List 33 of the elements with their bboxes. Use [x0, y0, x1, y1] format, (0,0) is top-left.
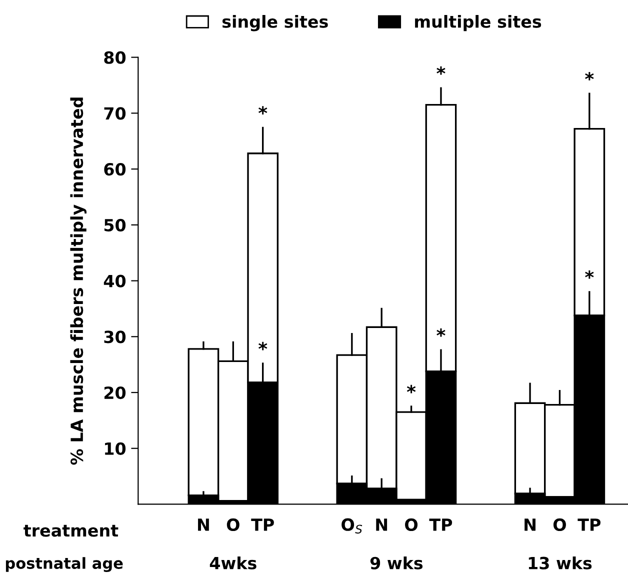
data-label: * — [258, 106, 268, 114]
y-tick-label: 10 — [105, 442, 126, 455]
x-tick-label: O$_{S}$ — [342, 518, 362, 534]
y-tick-label: 50 — [104, 218, 126, 232]
y-tick-label: 30 — [104, 330, 126, 344]
text: 4wks — [210, 556, 256, 570]
y-tick-label: 80 — [104, 51, 126, 64]
x-tick-label: TP — [251, 518, 274, 531]
y-axis-title: % LA muscle fibers multiply innervated — [70, 98, 86, 465]
x-tick-label: TP — [429, 518, 452, 531]
x-tick-label: O — [405, 518, 418, 532]
data-label: * — [585, 72, 594, 80]
data-label: * — [436, 66, 446, 75]
x-tick-label: N — [376, 518, 388, 531]
data-label: * — [406, 384, 416, 394]
legend-label: single sites — [222, 15, 328, 32]
text: 9 wks — [370, 556, 423, 570]
legend-label: multiple sites — [415, 15, 542, 32]
x-tick-label: TP — [578, 518, 601, 531]
text: 13 wks — [528, 556, 592, 570]
x-tick-label: N — [524, 518, 536, 531]
y-tick-label: 60 — [104, 162, 126, 176]
y-tick-label: 70 — [104, 107, 126, 120]
data-label: * — [258, 342, 268, 350]
x-tick-label: O — [553, 518, 566, 532]
x-tick-label: N — [198, 518, 209, 531]
data-label: * — [436, 328, 446, 337]
x-axis-title: treatment — [24, 524, 118, 537]
data-label: * — [585, 270, 594, 279]
text: postnatal age — [6, 557, 123, 572]
x-tick-label: O — [226, 518, 240, 532]
y-tick-label: 40 — [104, 274, 126, 288]
y-tick-label: 20 — [104, 386, 126, 400]
